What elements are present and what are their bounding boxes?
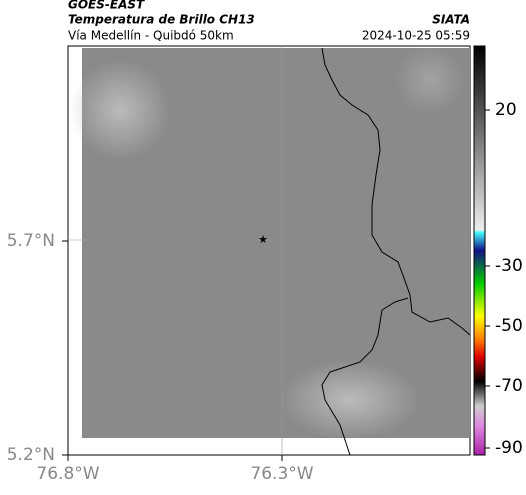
datetime: 2024-10-25 05:59 <box>362 29 470 43</box>
coastline-border <box>321 47 471 456</box>
colorbar <box>473 45 486 456</box>
cloud <box>70 60 170 160</box>
cloud <box>395 45 465 115</box>
colorbar-tick-label: -50 <box>495 316 523 336</box>
location: Vía Medellín - Quibdó 50km <box>68 29 234 43</box>
station-marker: ★ <box>258 233 268 246</box>
lon-tick-label: 76.8°W <box>36 464 99 484</box>
lat-tick-label: 5.2°N <box>7 445 55 465</box>
satellite: GOES-EAST <box>68 0 145 12</box>
lon-tick-label: 76.3°W <box>250 464 313 484</box>
colorbar-tick-label: 20 <box>495 100 517 120</box>
lat-tick-label: 5.7°N <box>7 231 55 251</box>
colorbar-tick-label: -30 <box>495 256 523 276</box>
cloud <box>280 360 420 440</box>
product: Temperatura de Brillo CH13 <box>68 13 255 27</box>
colorbar-tick-label: -90 <box>495 438 523 458</box>
source: SIATA <box>432 13 470 27</box>
colorbar-tick-label: -70 <box>495 376 523 396</box>
